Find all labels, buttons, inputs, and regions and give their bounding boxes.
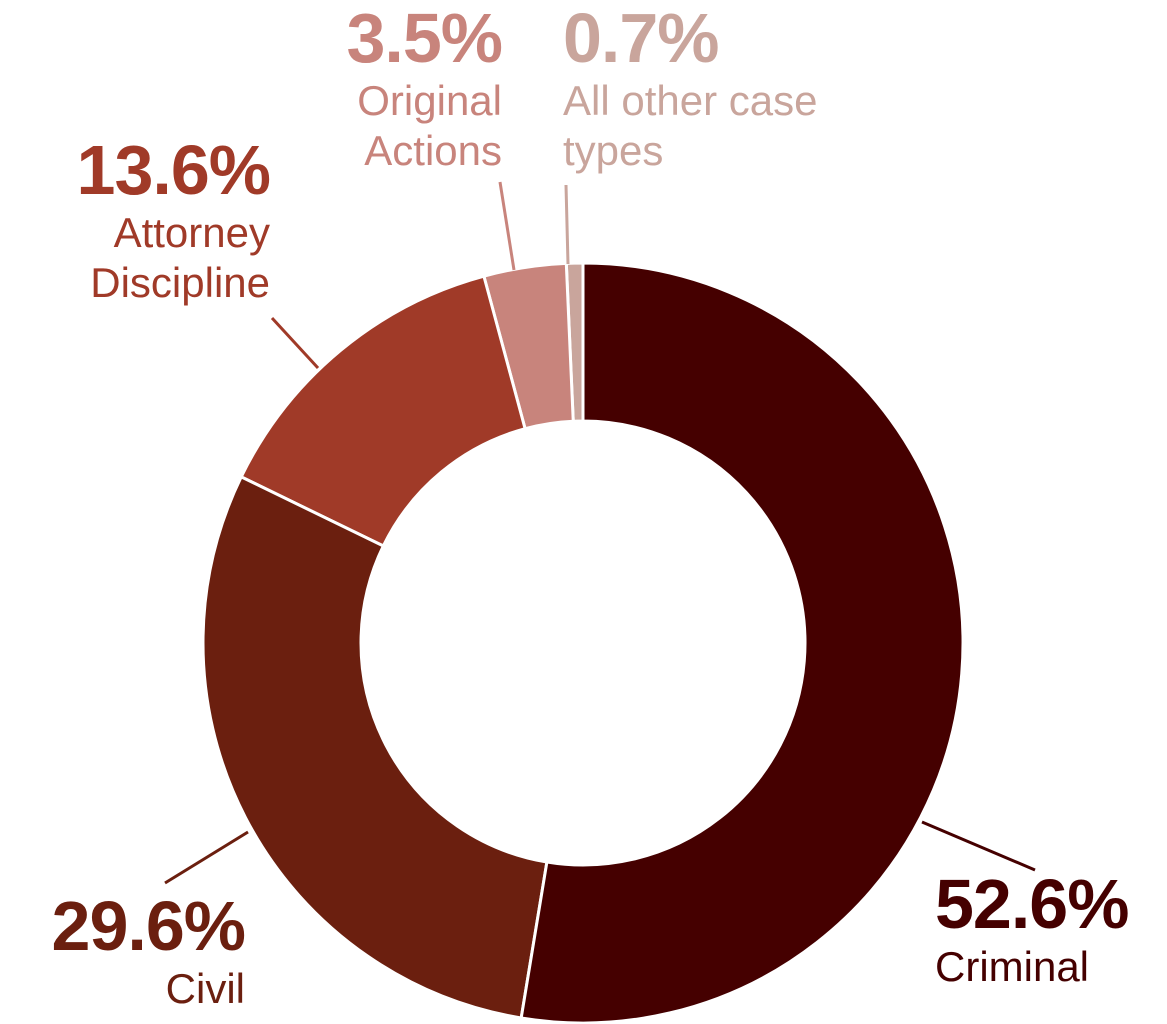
leader-line xyxy=(921,820,1036,872)
leader-line xyxy=(270,316,320,370)
category-label: Criminal xyxy=(935,943,1090,990)
donut-segment xyxy=(201,474,549,1020)
segment-label: 0.7% All other case types xyxy=(563,0,823,176)
donut-segment xyxy=(239,274,527,548)
category-label: Original Actions xyxy=(357,77,502,174)
segment-label: 52.6% Criminal xyxy=(935,866,1167,992)
leader-line xyxy=(164,830,249,885)
value-label: 29.6% xyxy=(51,887,246,965)
donut-segment xyxy=(519,261,965,1024)
donut-segment xyxy=(482,261,575,431)
category-label: Civil xyxy=(165,965,245,1012)
segment-label: 13.6% Attorney Discipline xyxy=(10,131,271,308)
category-label: Attorney Discipline xyxy=(90,209,270,306)
leader-line xyxy=(498,181,516,271)
value-label: 52.6% xyxy=(935,865,1129,943)
value-label: 13.6% xyxy=(76,131,271,209)
value-label: 3.5% xyxy=(346,0,503,77)
leader-lines xyxy=(164,181,1036,885)
leader-line xyxy=(564,184,570,265)
segment-label: 3.5% Original Actions xyxy=(302,0,503,176)
category-label: All other case types xyxy=(563,77,818,174)
segment-label: 29.6% Civil xyxy=(5,887,246,1014)
value-label: 0.7% xyxy=(563,0,720,77)
